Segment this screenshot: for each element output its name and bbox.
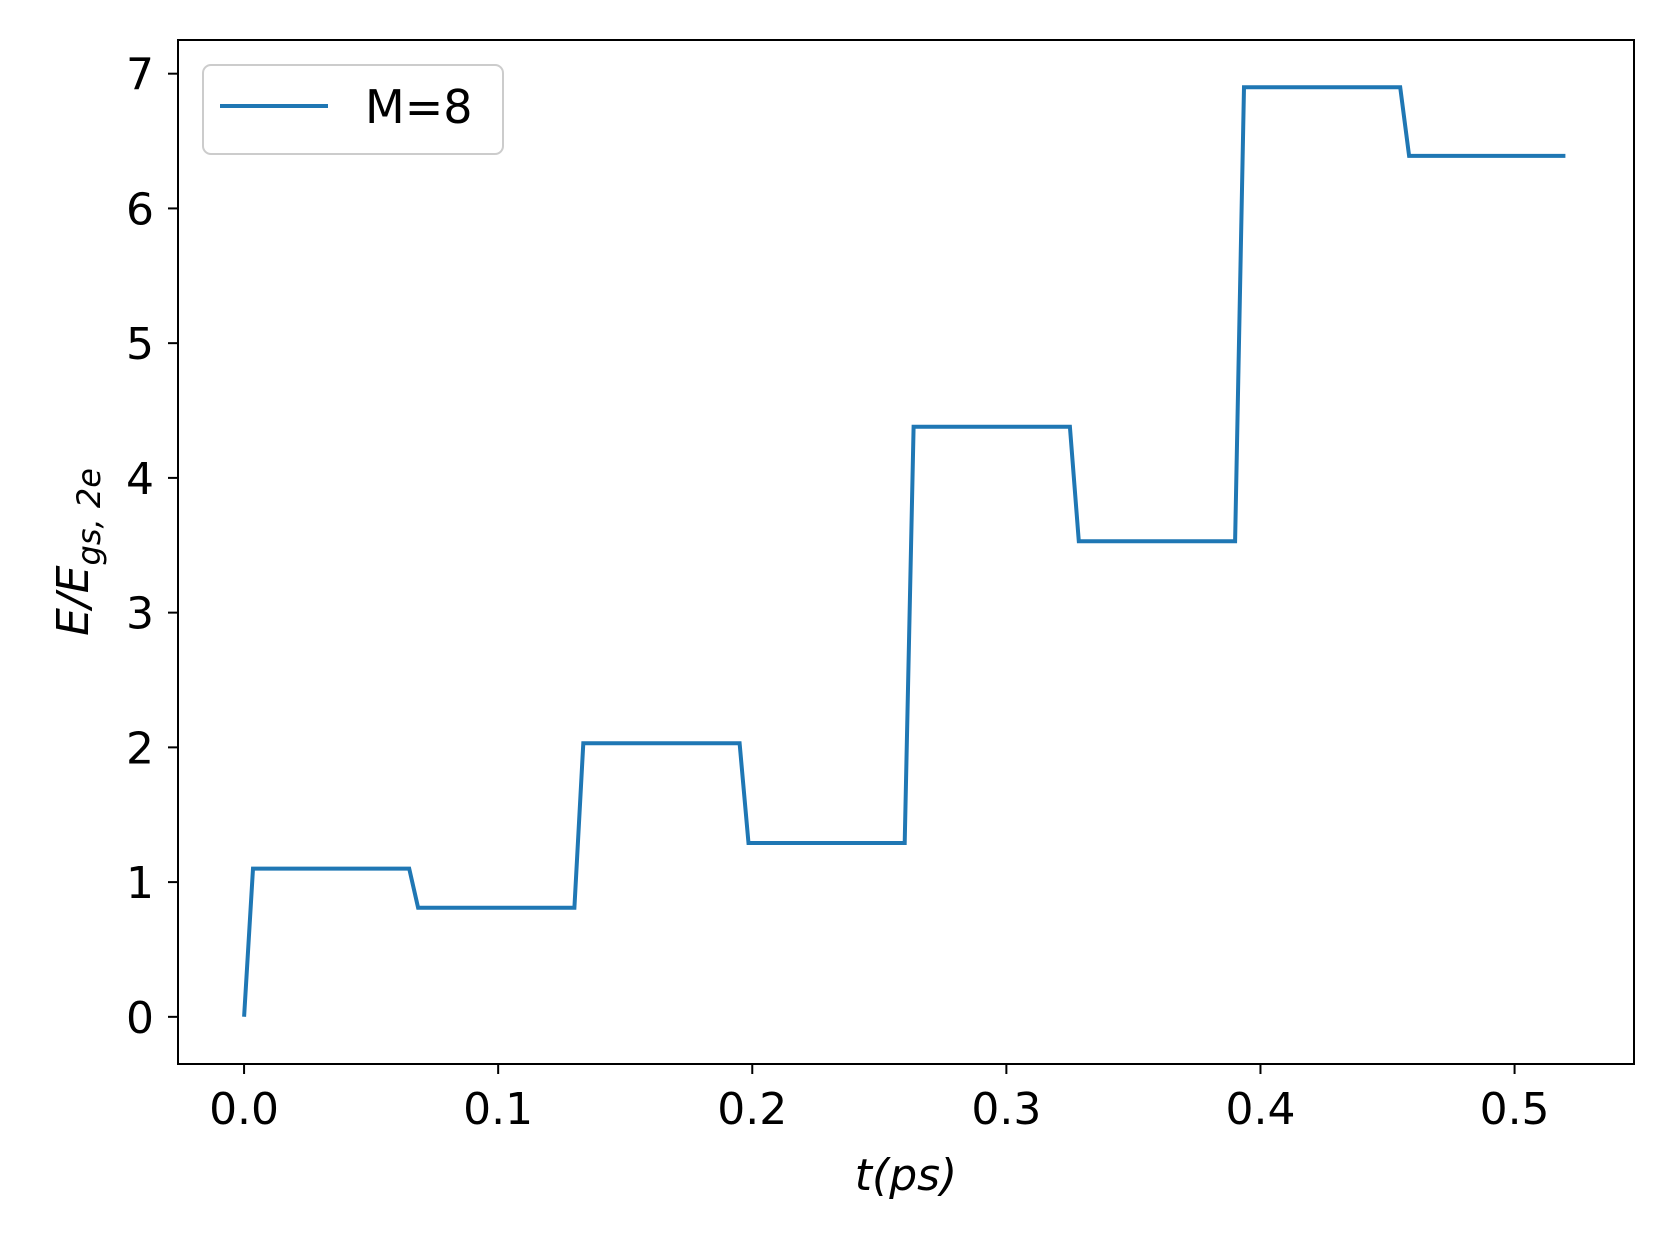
y-tick-label: 3 xyxy=(126,589,154,640)
x-tick-label: 0.3 xyxy=(971,1084,1041,1135)
y-axis-label-main: E/E xyxy=(48,565,99,636)
legend-label: M=8 xyxy=(365,80,473,134)
series-line-0 xyxy=(242,85,1566,1017)
series-layer xyxy=(242,85,1566,1017)
x-tick-label: 0.5 xyxy=(1480,1084,1550,1135)
legend-box xyxy=(202,64,504,155)
legend: M=8 xyxy=(202,64,504,155)
y-tick-label: 1 xyxy=(126,858,154,909)
x-tick-label: 0.4 xyxy=(1225,1084,1295,1135)
y-axis-label: E/Egs, 2e xyxy=(48,468,108,636)
plot-frame xyxy=(177,39,1635,1065)
x-tick-label: 0.2 xyxy=(717,1084,787,1135)
y-axis: 0 1 2 3 4 5 6 7 xyxy=(126,50,178,1044)
x-tick-label: 0.0 xyxy=(209,1084,279,1135)
x-axis-label: t(ps) xyxy=(855,1150,957,1201)
y-tick-label: 0 xyxy=(126,993,154,1044)
y-tick-label: 5 xyxy=(126,319,154,370)
x-axis: 0.0 0.1 0.2 0.3 0.4 0.5 xyxy=(209,1064,1550,1135)
y-tick-label: 6 xyxy=(126,184,154,235)
y-tick-label: 7 xyxy=(126,50,154,101)
x-tick-label: 0.1 xyxy=(463,1084,533,1135)
y-axis-label-subscript: gs, 2e xyxy=(70,468,108,565)
y-tick-label: 4 xyxy=(126,454,154,505)
y-tick-label: 2 xyxy=(126,723,154,774)
